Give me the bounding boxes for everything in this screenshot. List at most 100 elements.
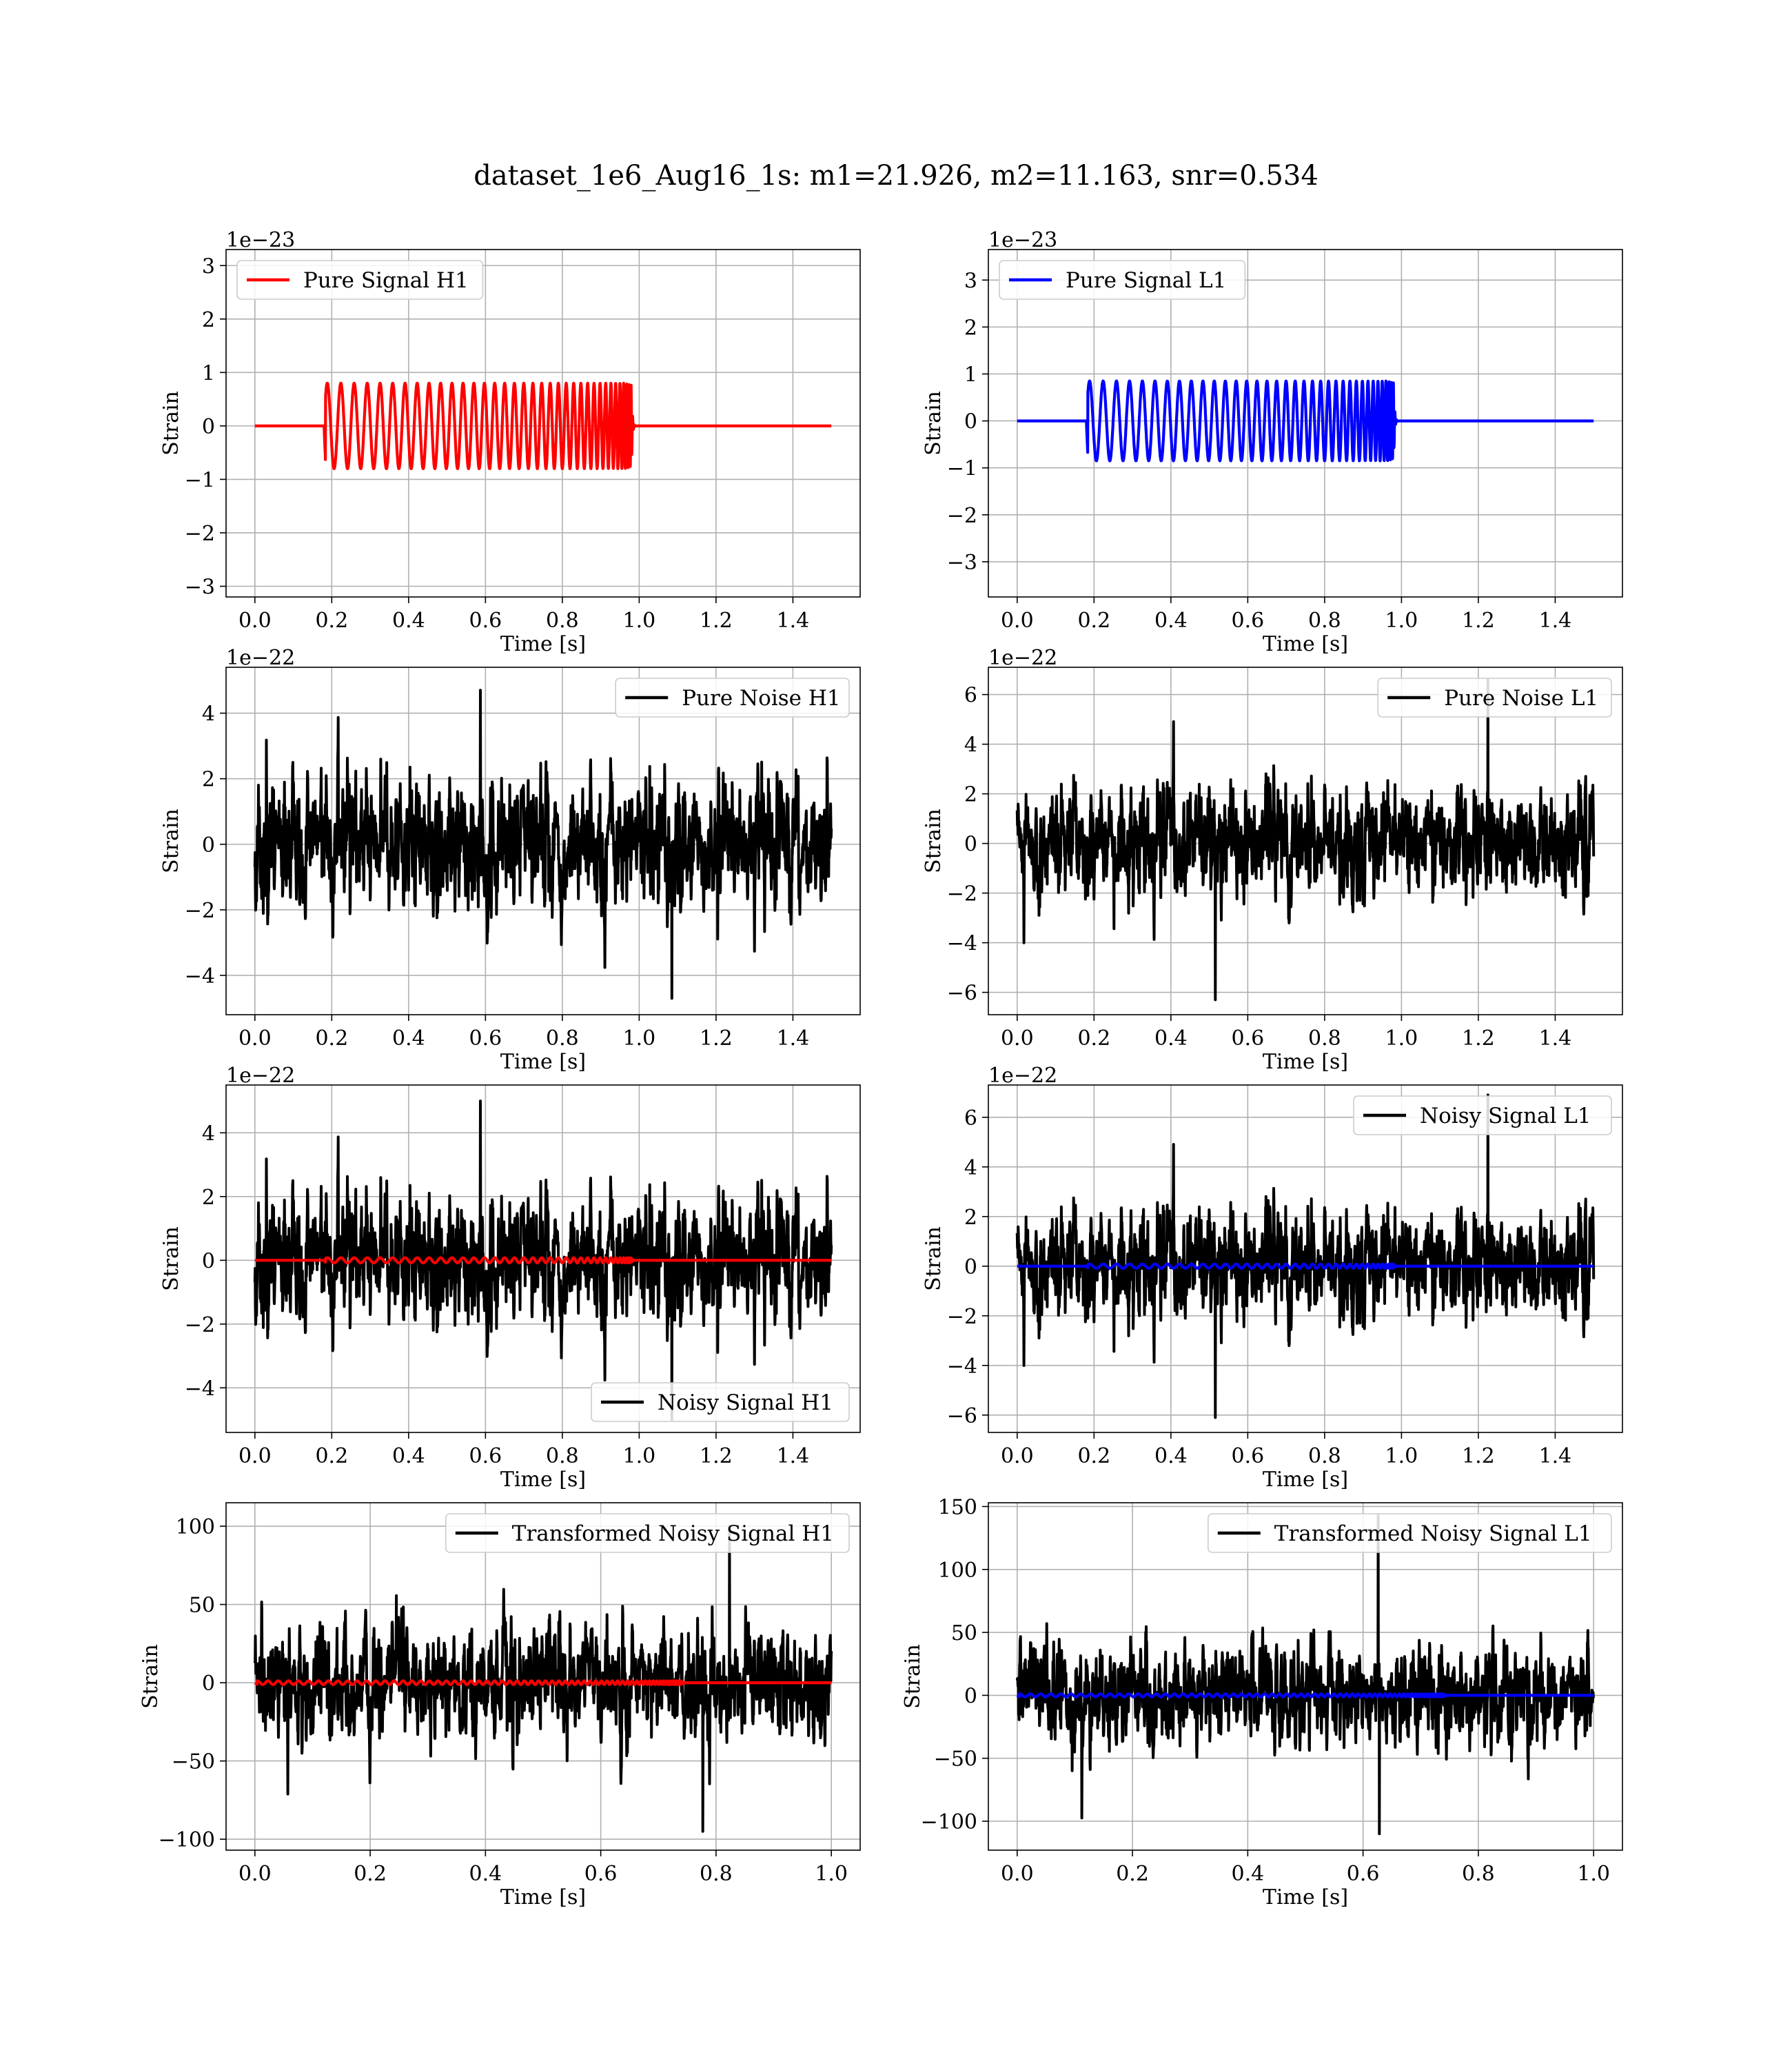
y-tick-label: −1: [947, 457, 977, 481]
x-tick-label: 0.4: [1232, 1862, 1265, 1886]
x-tick-label: 1.2: [700, 1026, 733, 1051]
legend: Pure Signal H1: [236, 260, 484, 300]
y-tick-label: 0: [964, 410, 977, 434]
y-tick-label: 4: [964, 1156, 977, 1180]
x-tick-label: 0.4: [392, 1026, 425, 1051]
x-tick-label: 0.8: [1308, 609, 1341, 633]
figure-title: dataset_1e6_Aug16_1s: m1=21.926, m2=11.1…: [474, 160, 1318, 192]
axes-frame: [988, 249, 1623, 598]
series-line-pure-noise-h1: [253, 689, 833, 1000]
legend: Noisy Signal L1: [1353, 1095, 1612, 1135]
y-tick-label: 50: [189, 1594, 215, 1618]
series-group: [1015, 1093, 1596, 1419]
y-tick-label: −4: [947, 932, 977, 956]
x-tick-label: 0.8: [1462, 1862, 1495, 1886]
y-axis-label: Strain: [159, 809, 183, 873]
x-axis-label: Time [s]: [1263, 1050, 1348, 1074]
x-tick-label: 0.4: [1154, 1026, 1188, 1051]
x-tick-label: 0.6: [584, 1862, 618, 1886]
y-tick-label: −2: [185, 899, 215, 923]
axes-frame: [225, 249, 861, 598]
y-tick-label: 0: [202, 1249, 215, 1273]
y-tick-label: −2: [947, 882, 977, 906]
x-tick-label: 0.2: [315, 1026, 348, 1051]
y-tick-label: −100: [921, 1810, 977, 1834]
x-tick-label: 0.6: [469, 1026, 502, 1051]
y-tick-label: 1: [964, 363, 977, 387]
x-tick-label: 0.0: [238, 609, 272, 633]
x-tick-label: 0.8: [1308, 1444, 1341, 1468]
series-line-chirp-1: [1016, 1692, 1595, 1699]
x-axis-label: Time [s]: [1263, 632, 1348, 656]
x-tick-label: 0.8: [546, 609, 579, 633]
x-tick-label: 1.0: [1577, 1862, 1610, 1886]
x-tick-label: 0.4: [392, 609, 425, 633]
x-tick-label: 0.6: [1232, 609, 1265, 633]
subplot-transformed-noisy-signal-h1: 0.0 0.2 0.4 0.6 0.8 1.0 −100 −50 0 50 100 Time [s] S…: [139, 1502, 861, 1909]
legend: Transformed Noisy Signal H1: [445, 1513, 850, 1553]
y-axis-label: Strain: [922, 1226, 946, 1291]
x-tick-label: 1.0: [623, 1026, 656, 1051]
y-tick-label: 6: [964, 1106, 977, 1131]
series-group: [1015, 678, 1596, 1002]
legend-label: Noisy Signal H1: [658, 1390, 833, 1415]
x-tick-label: 0.2: [1077, 1444, 1110, 1468]
x-tick-label: 1.4: [1539, 1026, 1572, 1051]
y-tick-label: 0: [202, 415, 215, 439]
x-axis-label: Time [s]: [500, 1468, 586, 1492]
y-tick-label: −4: [185, 964, 215, 989]
y-tick-label: 6: [964, 684, 977, 708]
y-tick-label: 2: [202, 768, 215, 792]
y-tick-label: 0: [964, 1255, 977, 1279]
series-group: [1016, 379, 1595, 463]
y-tick-label: −2: [947, 504, 977, 528]
y-tick-label: −50: [172, 1750, 215, 1774]
x-tick-label: 0.2: [315, 609, 348, 633]
y-tick-label: −2: [947, 1305, 977, 1329]
y-tick-label: −100: [159, 1828, 215, 1852]
x-tick-label: 0.6: [469, 609, 502, 633]
series-line-pure-signal-l1: [1016, 379, 1595, 463]
axes-frame: [988, 667, 1623, 1015]
x-tick-label: 1.2: [700, 1444, 733, 1468]
x-tick-label: 1.2: [700, 609, 733, 633]
series-group: [254, 381, 833, 470]
axes-frame: [988, 1502, 1623, 1851]
x-tick-label: 0.2: [1077, 1026, 1110, 1051]
x-tick-label: 0.6: [1347, 1862, 1380, 1886]
x-tick-label: 0.0: [238, 1026, 272, 1051]
x-tick-label: 0.8: [1308, 1026, 1341, 1051]
legend-box: [1208, 1513, 1612, 1553]
axes-frame: [225, 1502, 861, 1851]
legend-box: [615, 678, 850, 718]
y-tick-label: 0: [964, 833, 977, 857]
legend: Noisy Signal H1: [591, 1382, 850, 1422]
series-line-transformed-noisy-signal-h1: [253, 1525, 833, 1833]
subplot-noisy-signal-l1: 0.0 0.2 0.4 0.6 0.8 1.0 1.2 1.4 −6 −4 −2 0 2 4 6 Time […: [922, 1064, 1623, 1492]
x-tick-label: 0.6: [1232, 1444, 1265, 1468]
x-tick-label: 1.0: [1385, 1026, 1418, 1051]
series-group: [253, 1099, 833, 1421]
y-axis-label: Strain: [901, 1644, 925, 1709]
y-tick-label: −1: [185, 468, 215, 492]
legend: Pure Noise L1: [1377, 678, 1612, 718]
x-tick-label: 1.2: [1462, 1026, 1495, 1051]
y-tick-label: −3: [185, 575, 215, 599]
y-tick-label: 100: [938, 1559, 977, 1583]
y-tick-label: −50: [934, 1747, 977, 1772]
legend-box: [1353, 1095, 1612, 1135]
axes-frame: [225, 1084, 861, 1433]
x-tick-label: 0.0: [1001, 609, 1034, 633]
axis-offset-text: 1e−22: [988, 1064, 1057, 1088]
series-line-pure-noise-l1: [1015, 678, 1596, 1002]
x-tick-label: 0.4: [392, 1444, 425, 1468]
x-tick-label: 1.0: [1385, 609, 1418, 633]
legend-label: Pure Signal L1: [1066, 268, 1226, 293]
y-tick-label: −2: [185, 1313, 215, 1337]
x-tick-label: 0.4: [1154, 609, 1188, 633]
legend-box: [999, 260, 1246, 300]
x-tick-label: 0.8: [700, 1862, 733, 1886]
x-tick-label: 1.0: [1385, 1444, 1418, 1468]
y-tick-label: −6: [947, 982, 977, 1006]
